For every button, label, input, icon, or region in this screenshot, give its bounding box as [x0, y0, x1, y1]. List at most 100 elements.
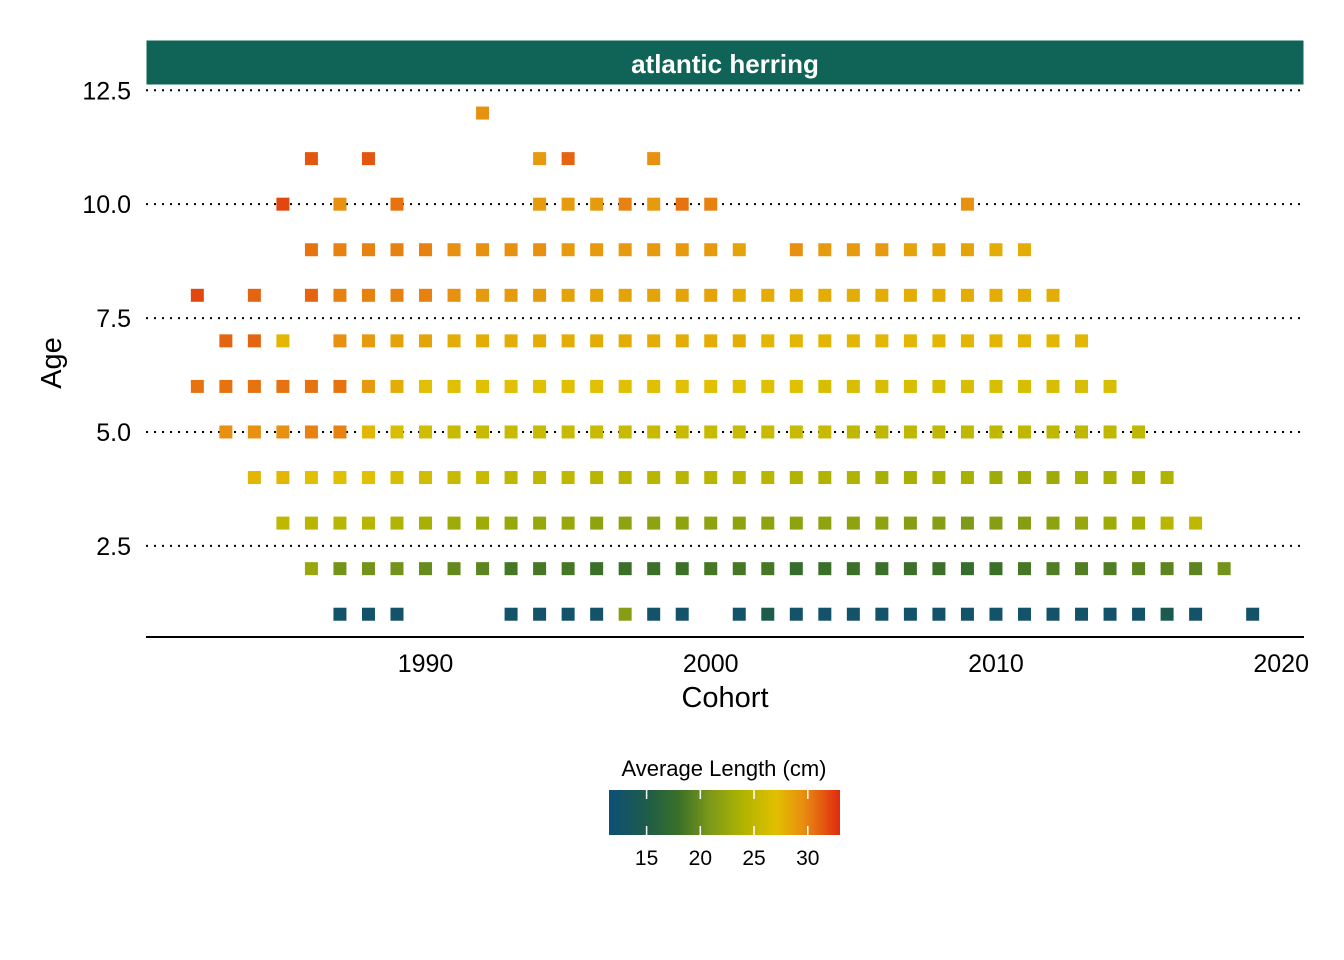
data-point: [618, 288, 632, 302]
data-point: [533, 379, 547, 393]
data-point: [761, 562, 775, 576]
data-point: [989, 379, 1003, 393]
data-point: [1075, 607, 1089, 621]
data-point: [846, 607, 860, 621]
x-tick-label: 2000: [683, 650, 739, 678]
data-point: [960, 516, 974, 530]
data-point: [989, 288, 1003, 302]
data-point: [818, 334, 832, 348]
data-point: [333, 197, 347, 211]
data-point: [590, 425, 604, 439]
data-point: [333, 516, 347, 530]
data-point: [818, 288, 832, 302]
data-point: [419, 243, 433, 257]
data-point: [1189, 562, 1203, 576]
data-point: [219, 379, 233, 393]
data-point: [561, 288, 575, 302]
data-point: [647, 197, 661, 211]
data-point: [419, 425, 433, 439]
data-point: [504, 288, 518, 302]
data-point: [960, 562, 974, 576]
data-point: [1160, 516, 1174, 530]
data-point: [647, 471, 661, 485]
data-point: [1160, 471, 1174, 485]
legend-ticks: 15 20 25 30: [635, 790, 819, 870]
data-point: [989, 471, 1003, 485]
data-point: [704, 334, 718, 348]
data-point: [1046, 288, 1060, 302]
data-point: [190, 288, 204, 302]
data-point: [761, 379, 775, 393]
data-point: [1132, 607, 1146, 621]
data-point: [1075, 471, 1089, 485]
data-point: [704, 243, 718, 257]
data-point: [361, 516, 375, 530]
data-point: [618, 197, 632, 211]
data-point: [333, 243, 347, 257]
x-axis-title: Cohort: [681, 682, 768, 714]
data-point: [1103, 379, 1117, 393]
data-points: [190, 106, 1260, 621]
data-point: [1189, 607, 1203, 621]
data-point: [675, 379, 689, 393]
legend-tick-label: 20: [689, 847, 712, 870]
data-point: [818, 243, 832, 257]
data-point: [647, 607, 661, 621]
data-point: [1017, 562, 1031, 576]
data-point: [476, 471, 490, 485]
data-point: [333, 607, 347, 621]
data-point: [903, 516, 917, 530]
data-point: [761, 471, 775, 485]
data-point: [1103, 607, 1117, 621]
data-point: [1046, 562, 1060, 576]
data-point: [732, 425, 746, 439]
data-point: [903, 379, 917, 393]
data-point: [590, 607, 604, 621]
data-point: [818, 425, 832, 439]
data-point: [1075, 379, 1089, 393]
data-point: [675, 471, 689, 485]
data-point: [419, 471, 433, 485]
data-point: [789, 243, 803, 257]
data-point: [875, 379, 889, 393]
data-point: [704, 379, 718, 393]
data-point: [675, 607, 689, 621]
data-point: [704, 425, 718, 439]
data-point: [419, 334, 433, 348]
data-point: [361, 379, 375, 393]
data-point: [732, 562, 746, 576]
data-point: [675, 425, 689, 439]
data-point: [761, 607, 775, 621]
data-point: [1132, 425, 1146, 439]
data-point: [361, 288, 375, 302]
data-point: [675, 197, 689, 211]
data-point: [533, 562, 547, 576]
data-point: [447, 379, 461, 393]
data-point: [732, 471, 746, 485]
data-point: [1017, 607, 1031, 621]
data-point: [533, 334, 547, 348]
data-point: [1017, 288, 1031, 302]
data-point: [932, 471, 946, 485]
data-point: [590, 379, 604, 393]
legend-title: Average Length (cm): [621, 756, 826, 781]
data-point: [903, 243, 917, 257]
data-point: [647, 425, 661, 439]
data-point: [846, 562, 860, 576]
y-tick-label: 10.0: [82, 191, 131, 219]
legend-colorbar: [609, 790, 840, 835]
data-point: [476, 516, 490, 530]
data-point: [761, 334, 775, 348]
data-point: [903, 471, 917, 485]
data-point: [304, 516, 318, 530]
data-point: [561, 334, 575, 348]
data-point: [447, 516, 461, 530]
y-tick-label: 12.5: [82, 77, 131, 105]
data-point: [590, 562, 604, 576]
y-tick-label: 2.5: [96, 533, 131, 561]
data-point: [875, 288, 889, 302]
legend: Average Length (cm) 15 20 25 30: [609, 756, 840, 870]
data-point: [333, 288, 347, 302]
data-point: [1017, 243, 1031, 257]
data-point: [390, 471, 404, 485]
